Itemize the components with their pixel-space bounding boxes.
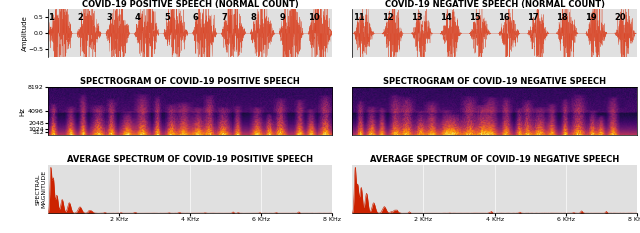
Text: 4: 4 [135, 14, 141, 23]
Text: 5: 5 [164, 14, 170, 23]
Text: 14: 14 [440, 14, 452, 23]
Text: 16: 16 [498, 14, 510, 23]
Text: 7: 7 [221, 14, 227, 23]
Title: COVID-19 NEGATIVE SPEECH (NORMAL COUNT): COVID-19 NEGATIVE SPEECH (NORMAL COUNT) [385, 0, 605, 9]
Text: 9: 9 [280, 14, 285, 23]
Text: 20: 20 [614, 14, 626, 23]
Title: SPECTROGRAM OF COVID-19 NEGATIVE SPEECH: SPECTROGRAM OF COVID-19 NEGATIVE SPEECH [383, 77, 606, 86]
Text: 3: 3 [106, 14, 112, 23]
Text: 6: 6 [193, 14, 198, 23]
Text: 8: 8 [250, 14, 256, 23]
Y-axis label: Hz: Hz [19, 107, 26, 116]
Title: COVID-19 POSITIVE SPEECH (NORMAL COUNT): COVID-19 POSITIVE SPEECH (NORMAL COUNT) [82, 0, 299, 9]
Y-axis label: SPECTRAL
MAGNITUDE: SPECTRAL MAGNITUDE [36, 170, 47, 208]
Text: 10: 10 [308, 14, 320, 23]
Text: 2: 2 [77, 14, 83, 23]
Title: AVERAGE SPECTRUM OF COVID-19 NEGATIVE SPEECH: AVERAGE SPECTRUM OF COVID-19 NEGATIVE SP… [370, 155, 620, 164]
Text: 1: 1 [49, 14, 54, 23]
Y-axis label: Amplitude: Amplitude [22, 15, 28, 51]
Text: 15: 15 [469, 14, 481, 23]
Title: AVERAGE SPECTRUM OF COVID-19 POSITIVE SPEECH: AVERAGE SPECTRUM OF COVID-19 POSITIVE SP… [67, 155, 313, 164]
Text: 19: 19 [585, 14, 597, 23]
Text: 17: 17 [527, 14, 539, 23]
Text: 11: 11 [353, 14, 364, 23]
Title: SPECTROGRAM OF COVID-19 POSITIVE SPEECH: SPECTROGRAM OF COVID-19 POSITIVE SPEECH [81, 77, 300, 86]
Text: 18: 18 [556, 14, 568, 23]
Text: 12: 12 [382, 14, 394, 23]
Text: 13: 13 [411, 14, 422, 23]
